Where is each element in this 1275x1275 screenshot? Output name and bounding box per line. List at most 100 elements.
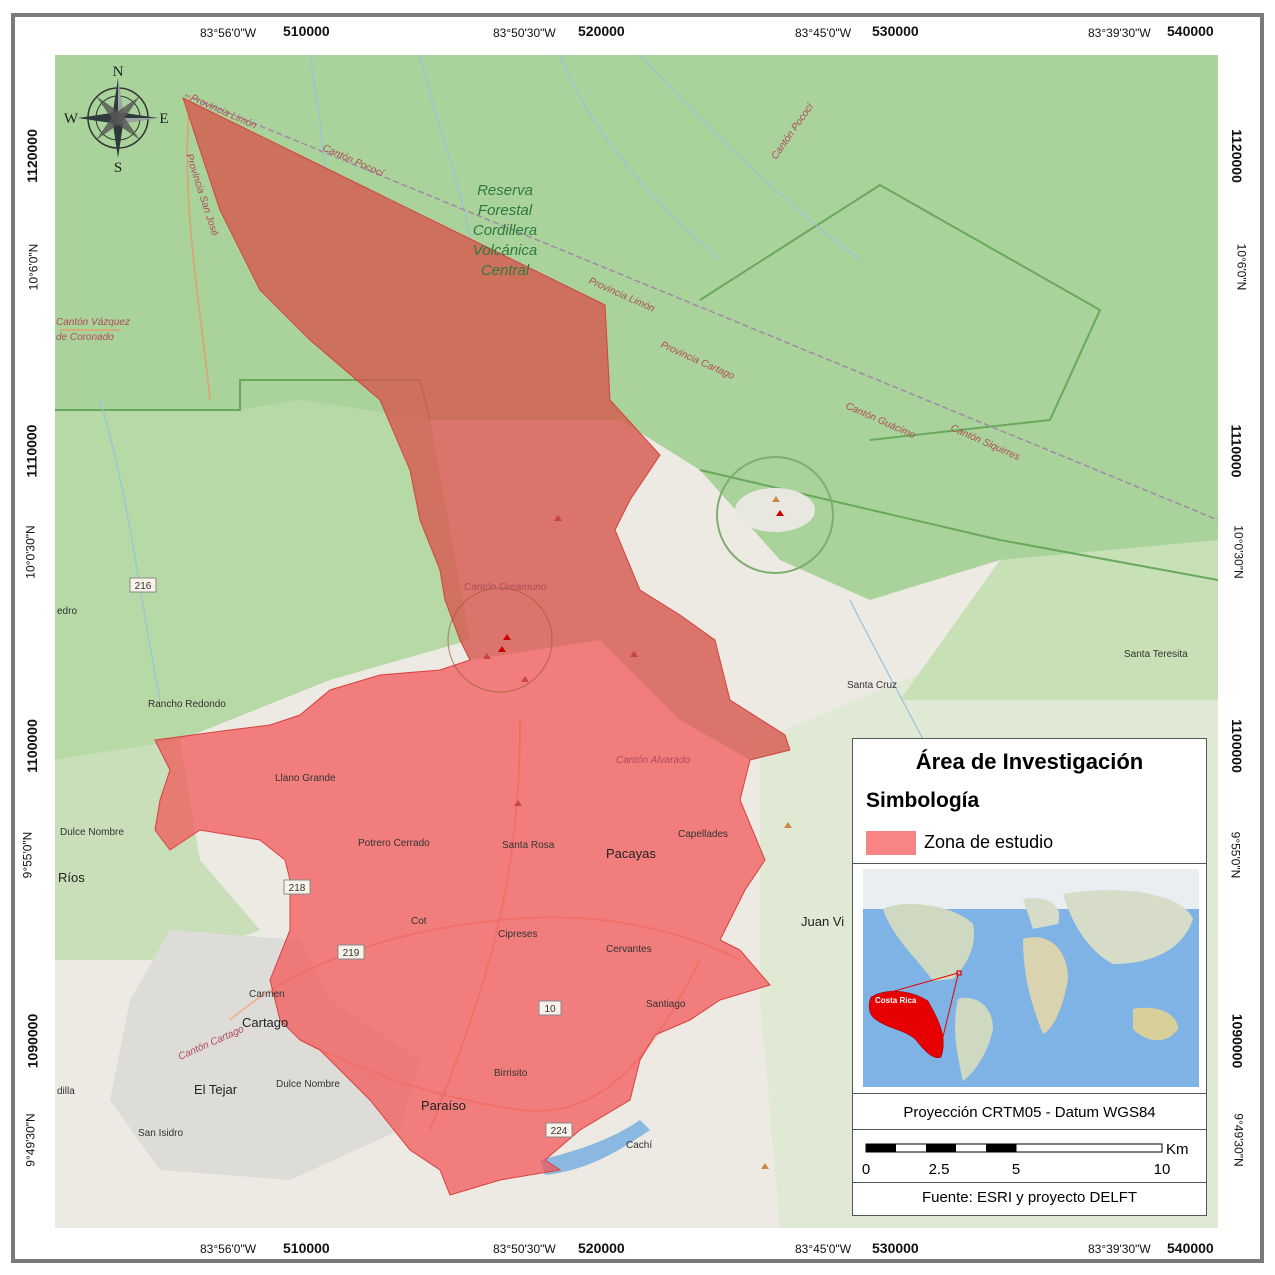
- reserve-label: Reserva: [477, 182, 533, 199]
- road-number: 216: [135, 581, 152, 592]
- right-lat-label: 10°6'0"N: [1234, 243, 1249, 291]
- right-northing-label: 1100000: [1228, 719, 1245, 773]
- place-label: Cartago: [242, 1015, 288, 1030]
- place-label: Capellades: [678, 829, 728, 840]
- place-label: dilla: [57, 1086, 75, 1097]
- summit-marker: [498, 646, 506, 652]
- summit-marker: [784, 822, 792, 828]
- south-america-shape: [955, 997, 993, 1081]
- place-label: Rancho Redondo: [148, 699, 226, 710]
- place-label: Santiago: [646, 999, 686, 1010]
- asia-shape: [1063, 890, 1193, 964]
- scale-bar: Km 0 2.5 5 10: [862, 1141, 1189, 1178]
- legend-divider: [853, 863, 1206, 864]
- legend-divider: [853, 1093, 1206, 1094]
- summit-marker: [521, 676, 529, 682]
- summit-marker: [630, 651, 638, 657]
- summit-marker: [483, 653, 491, 659]
- place-label: Cervantes: [606, 944, 652, 955]
- legend-divider: [853, 1182, 1206, 1183]
- study-zone[interactable]: [154, 97, 791, 1196]
- place-label: Dulce Nombre: [60, 827, 124, 838]
- inset-label: Costa Rica: [875, 996, 917, 1005]
- place-label: Cot: [411, 916, 427, 927]
- river: [99, 55, 1001, 901]
- place-label: Santa Rosa: [502, 840, 555, 851]
- left-lat-label: 10°0'30"N: [23, 525, 38, 579]
- reserve-label: Central: [481, 262, 530, 279]
- province-boundary: [184, 94, 1218, 521]
- source-label: Fuente: ESRI y proyecto DELFT: [921, 1189, 1138, 1206]
- place-label: Dulce Nombre: [276, 1079, 340, 1090]
- forest-area: [55, 400, 470, 760]
- reserve-label: Cordillera: [473, 222, 537, 239]
- left-northing-label: 1100000: [23, 719, 40, 773]
- bottom-easting-label: 530000: [872, 1240, 919, 1256]
- road-shield: [538, 1000, 562, 1016]
- legend-panel: Área de Investigación Simbología Zona de…: [852, 738, 1207, 1216]
- bottom-easting-label: 510000: [283, 1240, 330, 1256]
- right-northing-label: 1090000: [1229, 1013, 1246, 1069]
- world-inset-map: Costa Rica: [863, 869, 1199, 1087]
- place-label: Carmen: [249, 989, 285, 1000]
- place-label: Juan Vi: [801, 914, 844, 929]
- left-lat-label: 9°55'0"N: [20, 831, 35, 879]
- place-label: San Isidro: [138, 1128, 183, 1139]
- place-label: Cachí: [626, 1140, 652, 1151]
- place-label: Pacayas: [606, 846, 656, 861]
- bottom-easting-label: 540000: [1167, 1240, 1214, 1256]
- place-label: Birrisito: [494, 1068, 528, 1079]
- europe-shape: [1023, 898, 1060, 929]
- top-easting-label: 540000: [1167, 23, 1214, 39]
- australia-shape: [1133, 1007, 1178, 1041]
- left-northing-label: 1110000: [23, 424, 40, 478]
- top-lon-label: 83°56'0"W: [200, 26, 257, 40]
- scale-tick: 10: [1154, 1161, 1171, 1178]
- volcano-crater-ring: [716, 456, 834, 574]
- place-label: Cipreses: [498, 929, 537, 940]
- north-america-shape: [883, 904, 974, 981]
- canton-label: Cantón Vázquez: [56, 317, 130, 328]
- scale-unit: Km: [1166, 1141, 1189, 1158]
- scale-tick: 2.5: [929, 1161, 950, 1178]
- legend-divider: [853, 1129, 1206, 1130]
- summit-marker: [514, 800, 522, 806]
- compass-rose-icon: N S E W: [64, 64, 169, 176]
- summit-marker: [554, 515, 562, 521]
- place-label: Llano Grande: [275, 773, 336, 784]
- compass-w: W: [64, 111, 79, 127]
- scale-tick: 0: [862, 1161, 870, 1178]
- top-easting-label: 530000: [872, 23, 919, 39]
- place-label: Santa Teresita: [1124, 649, 1188, 660]
- top-easting-label: 520000: [578, 23, 625, 39]
- summit-marker: [503, 634, 511, 640]
- forest-area: [55, 740, 260, 960]
- scale-tick: 5: [1012, 1161, 1020, 1178]
- reserve-label: Volcánica: [473, 242, 537, 259]
- right-northing-label: 1110000: [1228, 424, 1245, 478]
- left-northing-label: 1090000: [24, 1013, 41, 1069]
- study-zone-label: Zona de estudio: [924, 832, 1054, 852]
- road-shield: [129, 577, 157, 593]
- top-lon-label: 83°39'30"W: [1088, 26, 1151, 40]
- road-shield: [337, 944, 365, 960]
- summit-marker: [761, 1163, 769, 1169]
- road-shield: [545, 1122, 573, 1138]
- bottom-lon-label: 83°39'30"W: [1088, 1242, 1151, 1256]
- costa-rica-shape: [868, 990, 944, 1059]
- place-label: Ríos: [58, 870, 85, 885]
- crater-ring: [447, 587, 553, 693]
- reserve-label: Forestal: [478, 202, 533, 219]
- top-easting-label: 510000: [283, 23, 330, 39]
- right-lat-label: 10°0'30"N: [1231, 525, 1246, 579]
- left-lat-label: 9°49'30"N: [23, 1113, 38, 1167]
- forest-area: [900, 540, 1218, 700]
- bottom-lon-label: 83°56'0"W: [200, 1242, 257, 1256]
- canton-label: Cantón Alvarado: [616, 755, 691, 766]
- projection-label: Proyección CRTM05 - Datum WGS84: [903, 1104, 1156, 1121]
- compass-e: E: [159, 111, 168, 127]
- costa-rica-location-marker: [956, 970, 962, 976]
- volcano-summit: [735, 488, 815, 532]
- left-northing-label: 1120000: [23, 129, 40, 183]
- place-label: El Tejar: [194, 1082, 238, 1097]
